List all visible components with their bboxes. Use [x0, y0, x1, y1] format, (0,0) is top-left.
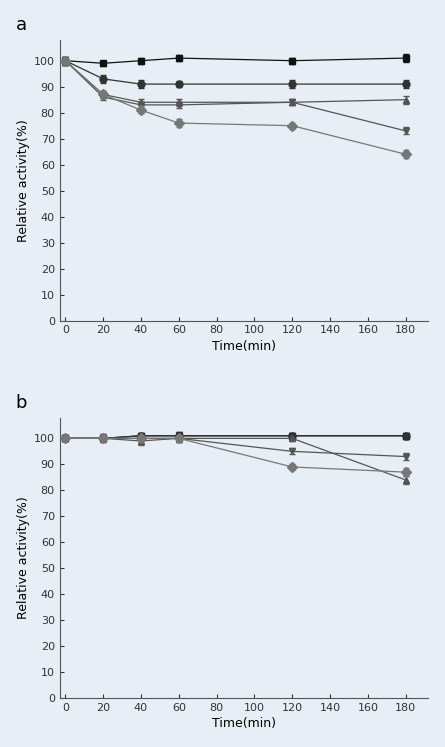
Text: a: a: [16, 16, 27, 34]
X-axis label: Time(min): Time(min): [212, 340, 276, 353]
Y-axis label: Relative activity(%): Relative activity(%): [16, 497, 30, 619]
X-axis label: Time(min): Time(min): [212, 717, 276, 731]
Text: b: b: [16, 394, 27, 412]
Y-axis label: Relative activity(%): Relative activity(%): [16, 119, 30, 241]
